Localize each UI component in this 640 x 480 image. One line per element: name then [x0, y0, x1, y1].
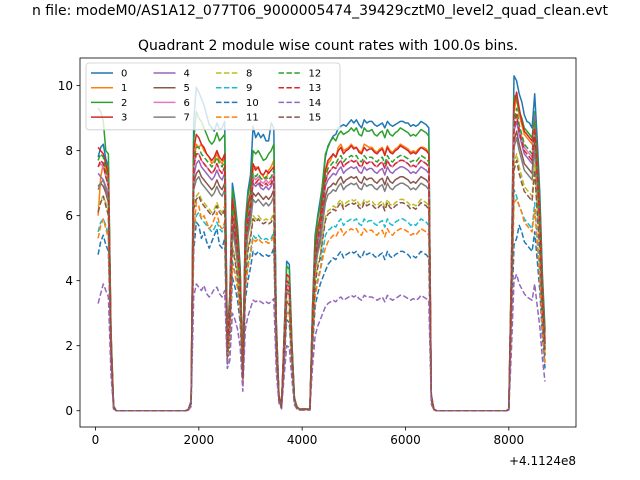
legend-label-1: 1 [121, 83, 127, 94]
legend-label-0: 0 [121, 69, 127, 80]
legend-label-2: 2 [121, 98, 127, 109]
plot-lines [97, 75, 546, 412]
y-tick-label: 10 [58, 79, 73, 93]
chart-title: Quadrant 2 module wise count rates with … [138, 38, 518, 54]
x-tick-label: 2000 [184, 433, 215, 447]
legend-label-8: 8 [246, 69, 252, 80]
axes-frame [79, 57, 577, 428]
legend-box [85, 62, 341, 131]
y-tick-label: 6 [65, 209, 73, 223]
legend-label-14: 14 [309, 98, 322, 109]
y-tick-label: 2 [65, 339, 73, 353]
x-tick-label: 0 [92, 433, 100, 447]
x-tick-label: 4000 [287, 433, 318, 447]
legend-label-6: 6 [184, 98, 190, 109]
legend-label-15: 15 [309, 113, 322, 124]
x-axis: 0 2000 4000 6000 8000 [92, 427, 524, 447]
series-line-15 [97, 159, 546, 412]
legend-label-7: 7 [184, 113, 190, 124]
legend-label-4: 4 [184, 69, 190, 80]
legend-label-3: 3 [121, 113, 127, 124]
y-axis: 0 2 4 6 8 10 [58, 79, 80, 418]
legend-label-10: 10 [246, 98, 259, 109]
x-tick-label: 6000 [390, 433, 421, 447]
x-tick-label: 8000 [494, 433, 525, 447]
legend-label-9: 9 [246, 83, 252, 94]
legend-label-12: 12 [309, 69, 322, 80]
y-tick-label: 8 [65, 144, 73, 158]
figure-suptitle: n file: modeM0/AS1A12_077T06_9000005474_… [32, 3, 609, 19]
legend-label-11: 11 [246, 113, 259, 124]
x-axis-offset: +4.1124e8 [509, 454, 576, 468]
legend-label-13: 13 [309, 83, 322, 94]
legend-label-5: 5 [184, 83, 190, 94]
y-tick-label: 0 [65, 404, 73, 418]
y-tick-label: 4 [65, 274, 73, 288]
